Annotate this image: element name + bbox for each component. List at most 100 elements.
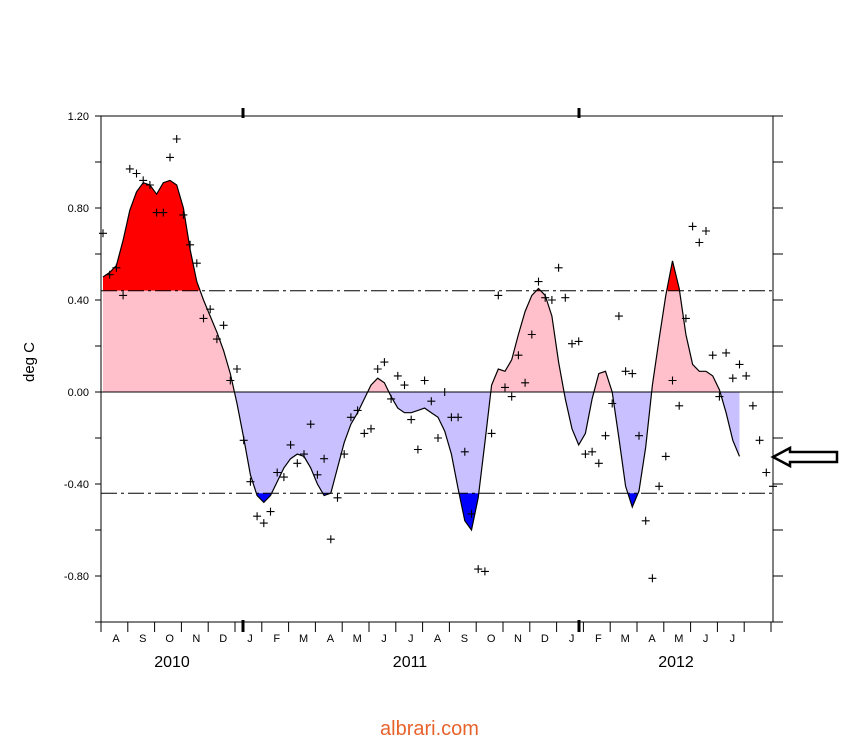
- observation-marker: [494, 291, 503, 300]
- month-label: N: [192, 633, 200, 645]
- observation-marker: [393, 371, 402, 380]
- observation-marker: [266, 507, 275, 516]
- observation-marker: [326, 535, 335, 544]
- year-label: 2011: [393, 654, 428, 671]
- observation-marker: [614, 312, 623, 321]
- observation-marker: [259, 519, 268, 528]
- observation-marker: [166, 153, 174, 162]
- observation-marker: [219, 321, 228, 330]
- observation-marker: [119, 291, 128, 300]
- observation-marker: [581, 450, 590, 459]
- observation-marker: [547, 296, 556, 304]
- observation-marker: [380, 358, 389, 367]
- observation-marker: [373, 365, 382, 373]
- observation-marker: [554, 263, 563, 272]
- observation-marker: [300, 450, 308, 459]
- observation-marker: [735, 360, 744, 369]
- year-label: 2012: [658, 654, 694, 671]
- month-label: S: [461, 633, 468, 645]
- observation-marker: [440, 388, 449, 396]
- month-label: D: [541, 633, 549, 645]
- observation-marker: [346, 413, 355, 422]
- observation-marker: [641, 516, 650, 525]
- observation-marker: [675, 401, 684, 410]
- month-label: J: [381, 633, 387, 645]
- observation-marker: [186, 240, 195, 249]
- observation-marker: [360, 429, 369, 438]
- observation-marker: [226, 376, 235, 385]
- month-label: J: [408, 633, 414, 645]
- anomaly-fills: [103, 180, 740, 530]
- observation-marker: [159, 208, 168, 217]
- observation-marker: [427, 397, 436, 406]
- observation-marker: [239, 436, 248, 445]
- observation-marker: [748, 401, 757, 410]
- chart: 1.20 0.80 0.40 0.00 -0.40 -0.80 A S O N D J F M A M J J A S…: [21, 108, 839, 671]
- plot-frame: [100, 115, 774, 623]
- observation-marker: [246, 477, 255, 486]
- observation-marker: [353, 406, 362, 415]
- observation-marker: [568, 339, 576, 348]
- y-tick-label: -0.80: [64, 571, 89, 583]
- observation-marker: [635, 431, 643, 440]
- observation-marker: [715, 392, 724, 401]
- observation-marker: [487, 429, 496, 438]
- observation-marker: [434, 434, 442, 442]
- month-label: O: [165, 633, 174, 645]
- strong-cool-fill: [103, 493, 740, 530]
- month-label: M: [674, 633, 683, 645]
- observation-marker: [306, 420, 315, 429]
- observation-marker: [387, 394, 396, 403]
- observation-marker: [655, 482, 664, 491]
- observation-marker: [340, 450, 349, 459]
- observation-marker: [474, 565, 483, 574]
- y-tick-label: 0.00: [68, 387, 89, 399]
- month-label: M: [299, 633, 308, 645]
- observation-marker: [534, 277, 543, 286]
- y-tick-label: 0.40: [68, 295, 89, 307]
- month-label: J: [569, 633, 575, 645]
- observation-marker: [661, 452, 670, 461]
- observation-markers: [99, 135, 777, 583]
- observation-marker: [407, 415, 416, 424]
- observation-marker: [574, 337, 583, 346]
- observation-marker: [179, 210, 188, 219]
- observation-marker: [279, 473, 288, 482]
- axes: 1.20 0.80 0.40 0.00 -0.40 -0.80 A S O N D J F M A M J J A S…: [64, 108, 783, 671]
- observation-marker: [755, 436, 764, 445]
- month-label: M: [353, 633, 362, 645]
- observation-marker: [648, 574, 657, 583]
- smoothed-curve: [102, 179, 741, 532]
- observation-marker: [728, 374, 737, 383]
- observation-marker: [447, 413, 456, 422]
- observation-marker: [172, 135, 181, 143]
- observation-marker: [286, 440, 295, 449]
- observation-marker: [695, 238, 704, 247]
- observation-marker: [132, 169, 141, 178]
- observation-marker: [145, 181, 154, 189]
- observation-marker: [420, 376, 429, 385]
- observation-marker: [206, 305, 215, 314]
- month-label: F: [273, 633, 280, 645]
- observation-marker: [273, 468, 282, 477]
- observation-marker: [588, 447, 597, 456]
- observation-marker: [762, 468, 771, 477]
- smoothed-curve-group: [102, 179, 741, 532]
- observation-marker: [521, 378, 530, 387]
- observation-marker: [480, 567, 489, 576]
- observation-marker: [561, 293, 570, 302]
- month-label: J: [247, 633, 253, 645]
- observation-marker: [320, 454, 329, 463]
- observation-marker: [313, 470, 322, 479]
- observation-marker: [501, 383, 509, 392]
- observation-marker: [105, 270, 114, 279]
- observation-marker: [601, 431, 610, 440]
- observation-marker: [708, 351, 717, 360]
- y-tick-label: 1.20: [68, 111, 89, 123]
- month-label: N: [514, 633, 522, 645]
- observation-marker: [125, 164, 134, 173]
- observation-marker: [253, 512, 262, 521]
- observation-marker: [367, 424, 375, 433]
- y-axis-label: deg C: [21, 342, 38, 382]
- reference-lines: [101, 290, 773, 494]
